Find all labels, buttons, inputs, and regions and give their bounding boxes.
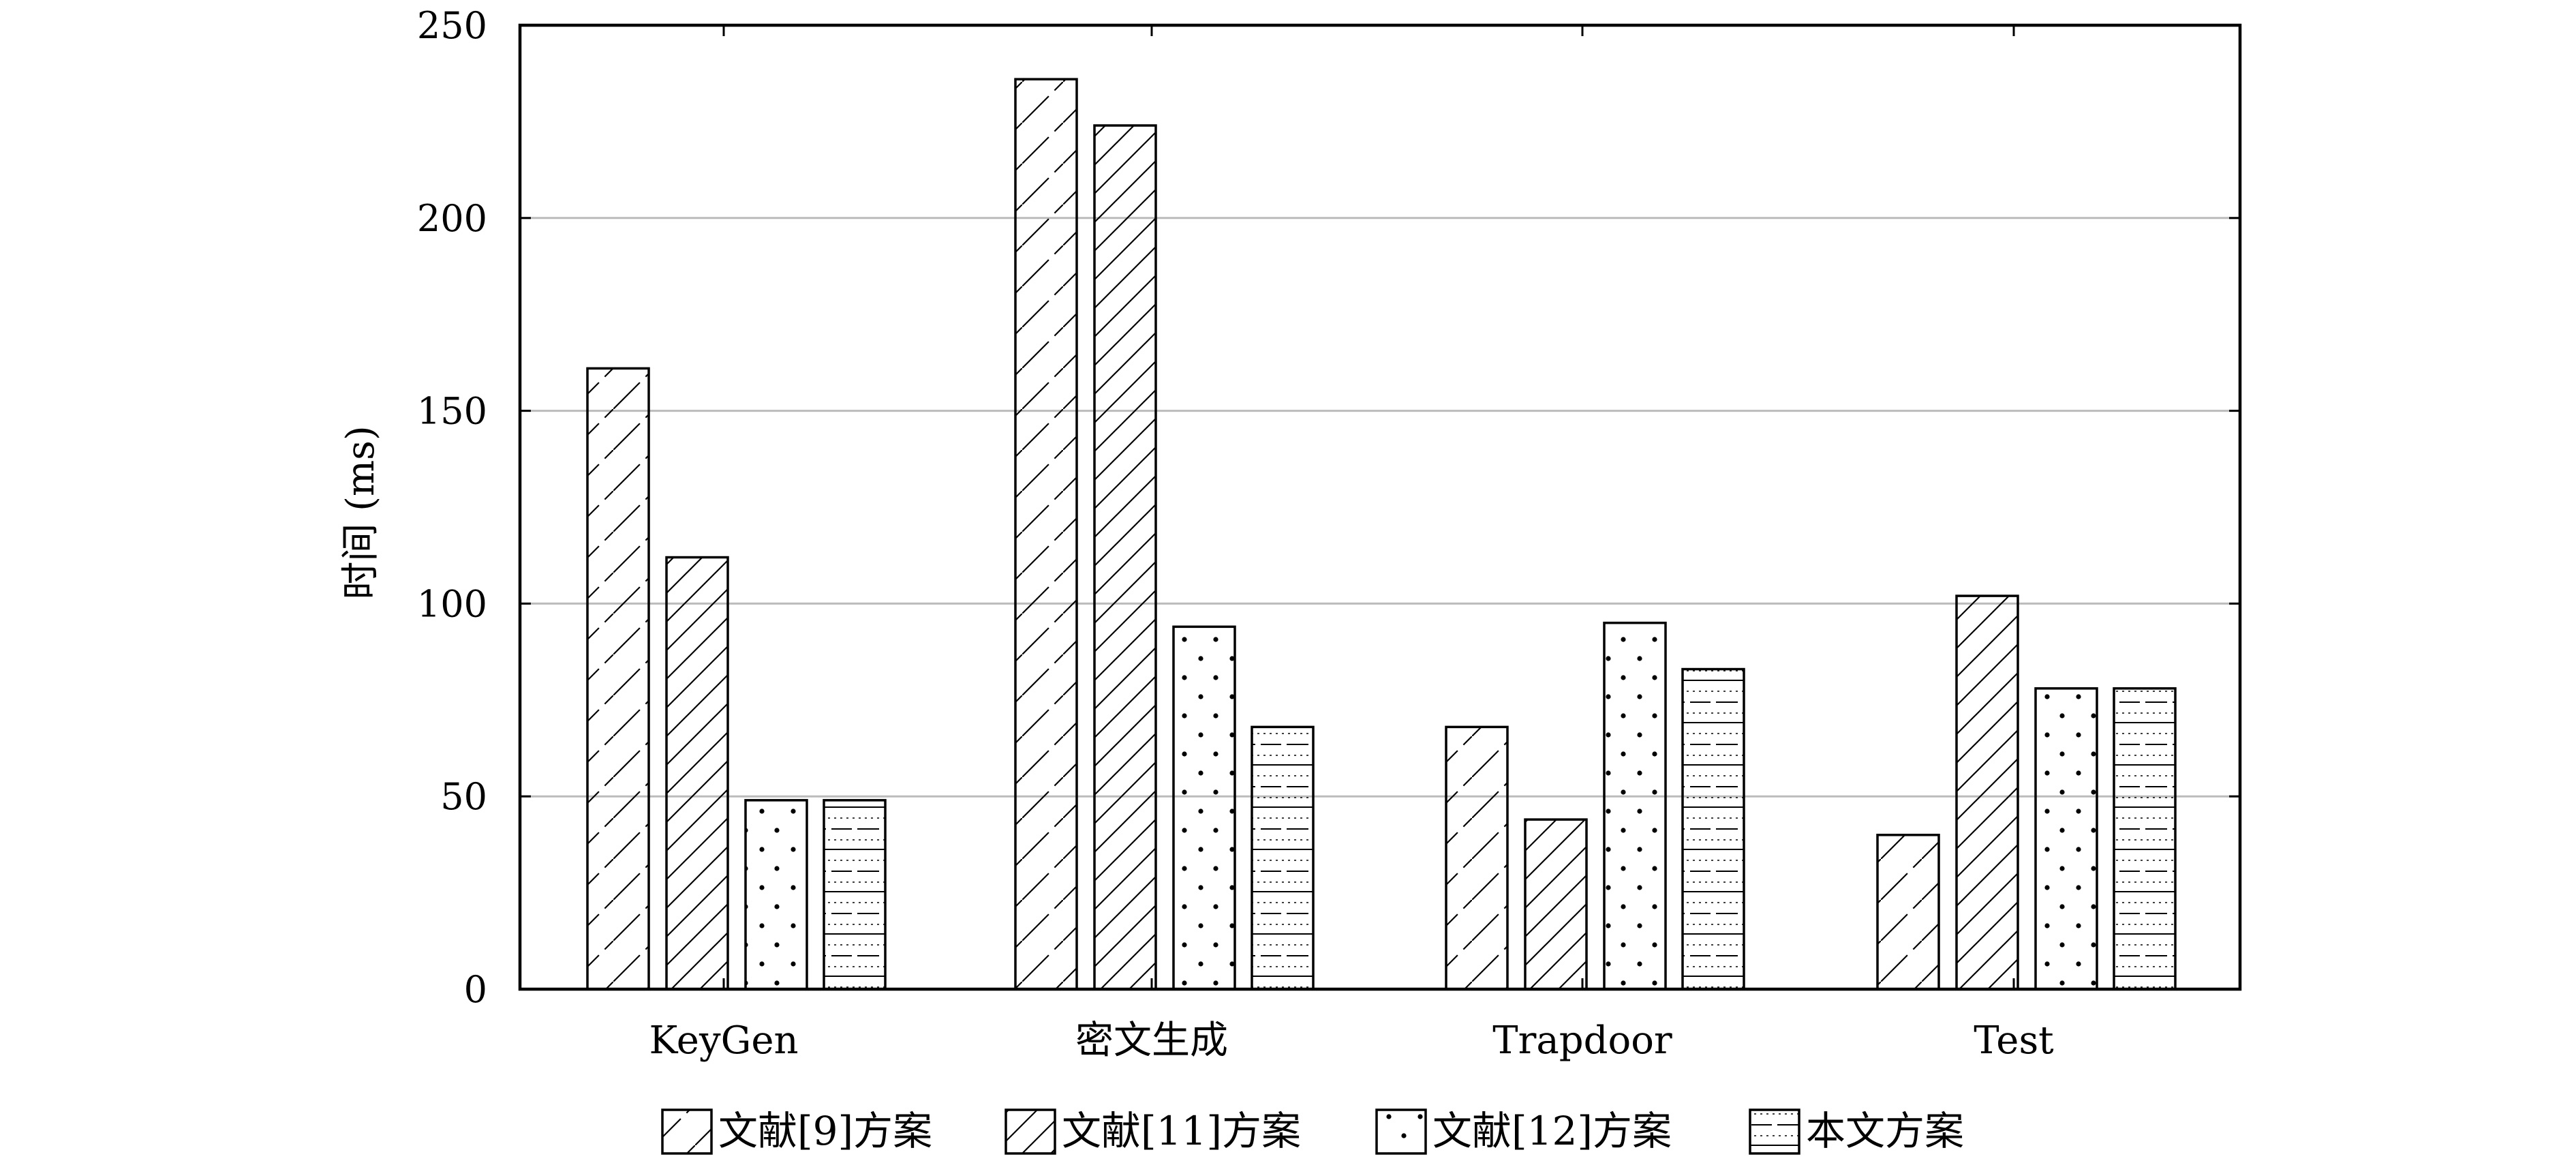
legend: 文献[9]方案 文献[11]方案 文献[12]方案 本文方案 — [661, 1108, 1964, 1155]
legend-swatch — [1375, 1108, 1427, 1155]
legend-label: 文献[11]方案 — [1062, 1108, 1301, 1154]
legend-swatch — [1005, 1108, 1056, 1155]
legend-swatch — [661, 1108, 713, 1155]
bar — [586, 367, 650, 991]
y-tick-label: 100 — [417, 582, 487, 625]
bar — [665, 556, 729, 991]
x-tick-label: Trapdoor — [1492, 1018, 1672, 1063]
y-tick-label: 200 — [417, 197, 487, 240]
bar — [1955, 594, 2019, 991]
bar — [1093, 124, 1157, 991]
bar — [1172, 625, 1236, 991]
bar — [1603, 621, 1667, 991]
y-tick-label: 0 — [464, 968, 487, 1011]
x-tick-label: 密文生成 — [1075, 1018, 1228, 1063]
bar — [2113, 687, 2177, 991]
y-axis-ticks: 0 50 100 150 200 250 — [417, 4, 2240, 1011]
bars — [586, 78, 2177, 991]
bar — [1524, 818, 1588, 991]
legend-label: 文献[9]方案 — [718, 1108, 932, 1154]
legend-swatch — [1749, 1108, 1800, 1155]
bar — [1445, 725, 1509, 991]
y-axis-label: 时间 (ms) — [339, 425, 383, 599]
y-tick-label: 50 — [440, 775, 487, 818]
bar — [1681, 667, 1745, 991]
bar — [1876, 834, 1940, 991]
plot-frame — [518, 23, 2242, 991]
legend-label: 本文方案 — [1806, 1108, 1964, 1154]
y-tick-label: 150 — [417, 390, 487, 433]
bar — [1014, 78, 1078, 991]
bar — [2034, 687, 2098, 991]
bar — [744, 799, 808, 991]
grid-lines — [520, 217, 2240, 798]
x-axis-ticks: KeyGen 密文生成 Trapdoor Test — [649, 25, 2054, 1063]
y-tick-label: 250 — [417, 4, 487, 47]
bar — [823, 799, 887, 991]
x-tick-label: Test — [1974, 1018, 2054, 1063]
x-tick-label: KeyGen — [649, 1018, 798, 1063]
legend-label: 文献[12]方案 — [1432, 1108, 1672, 1154]
bar — [1251, 725, 1315, 991]
